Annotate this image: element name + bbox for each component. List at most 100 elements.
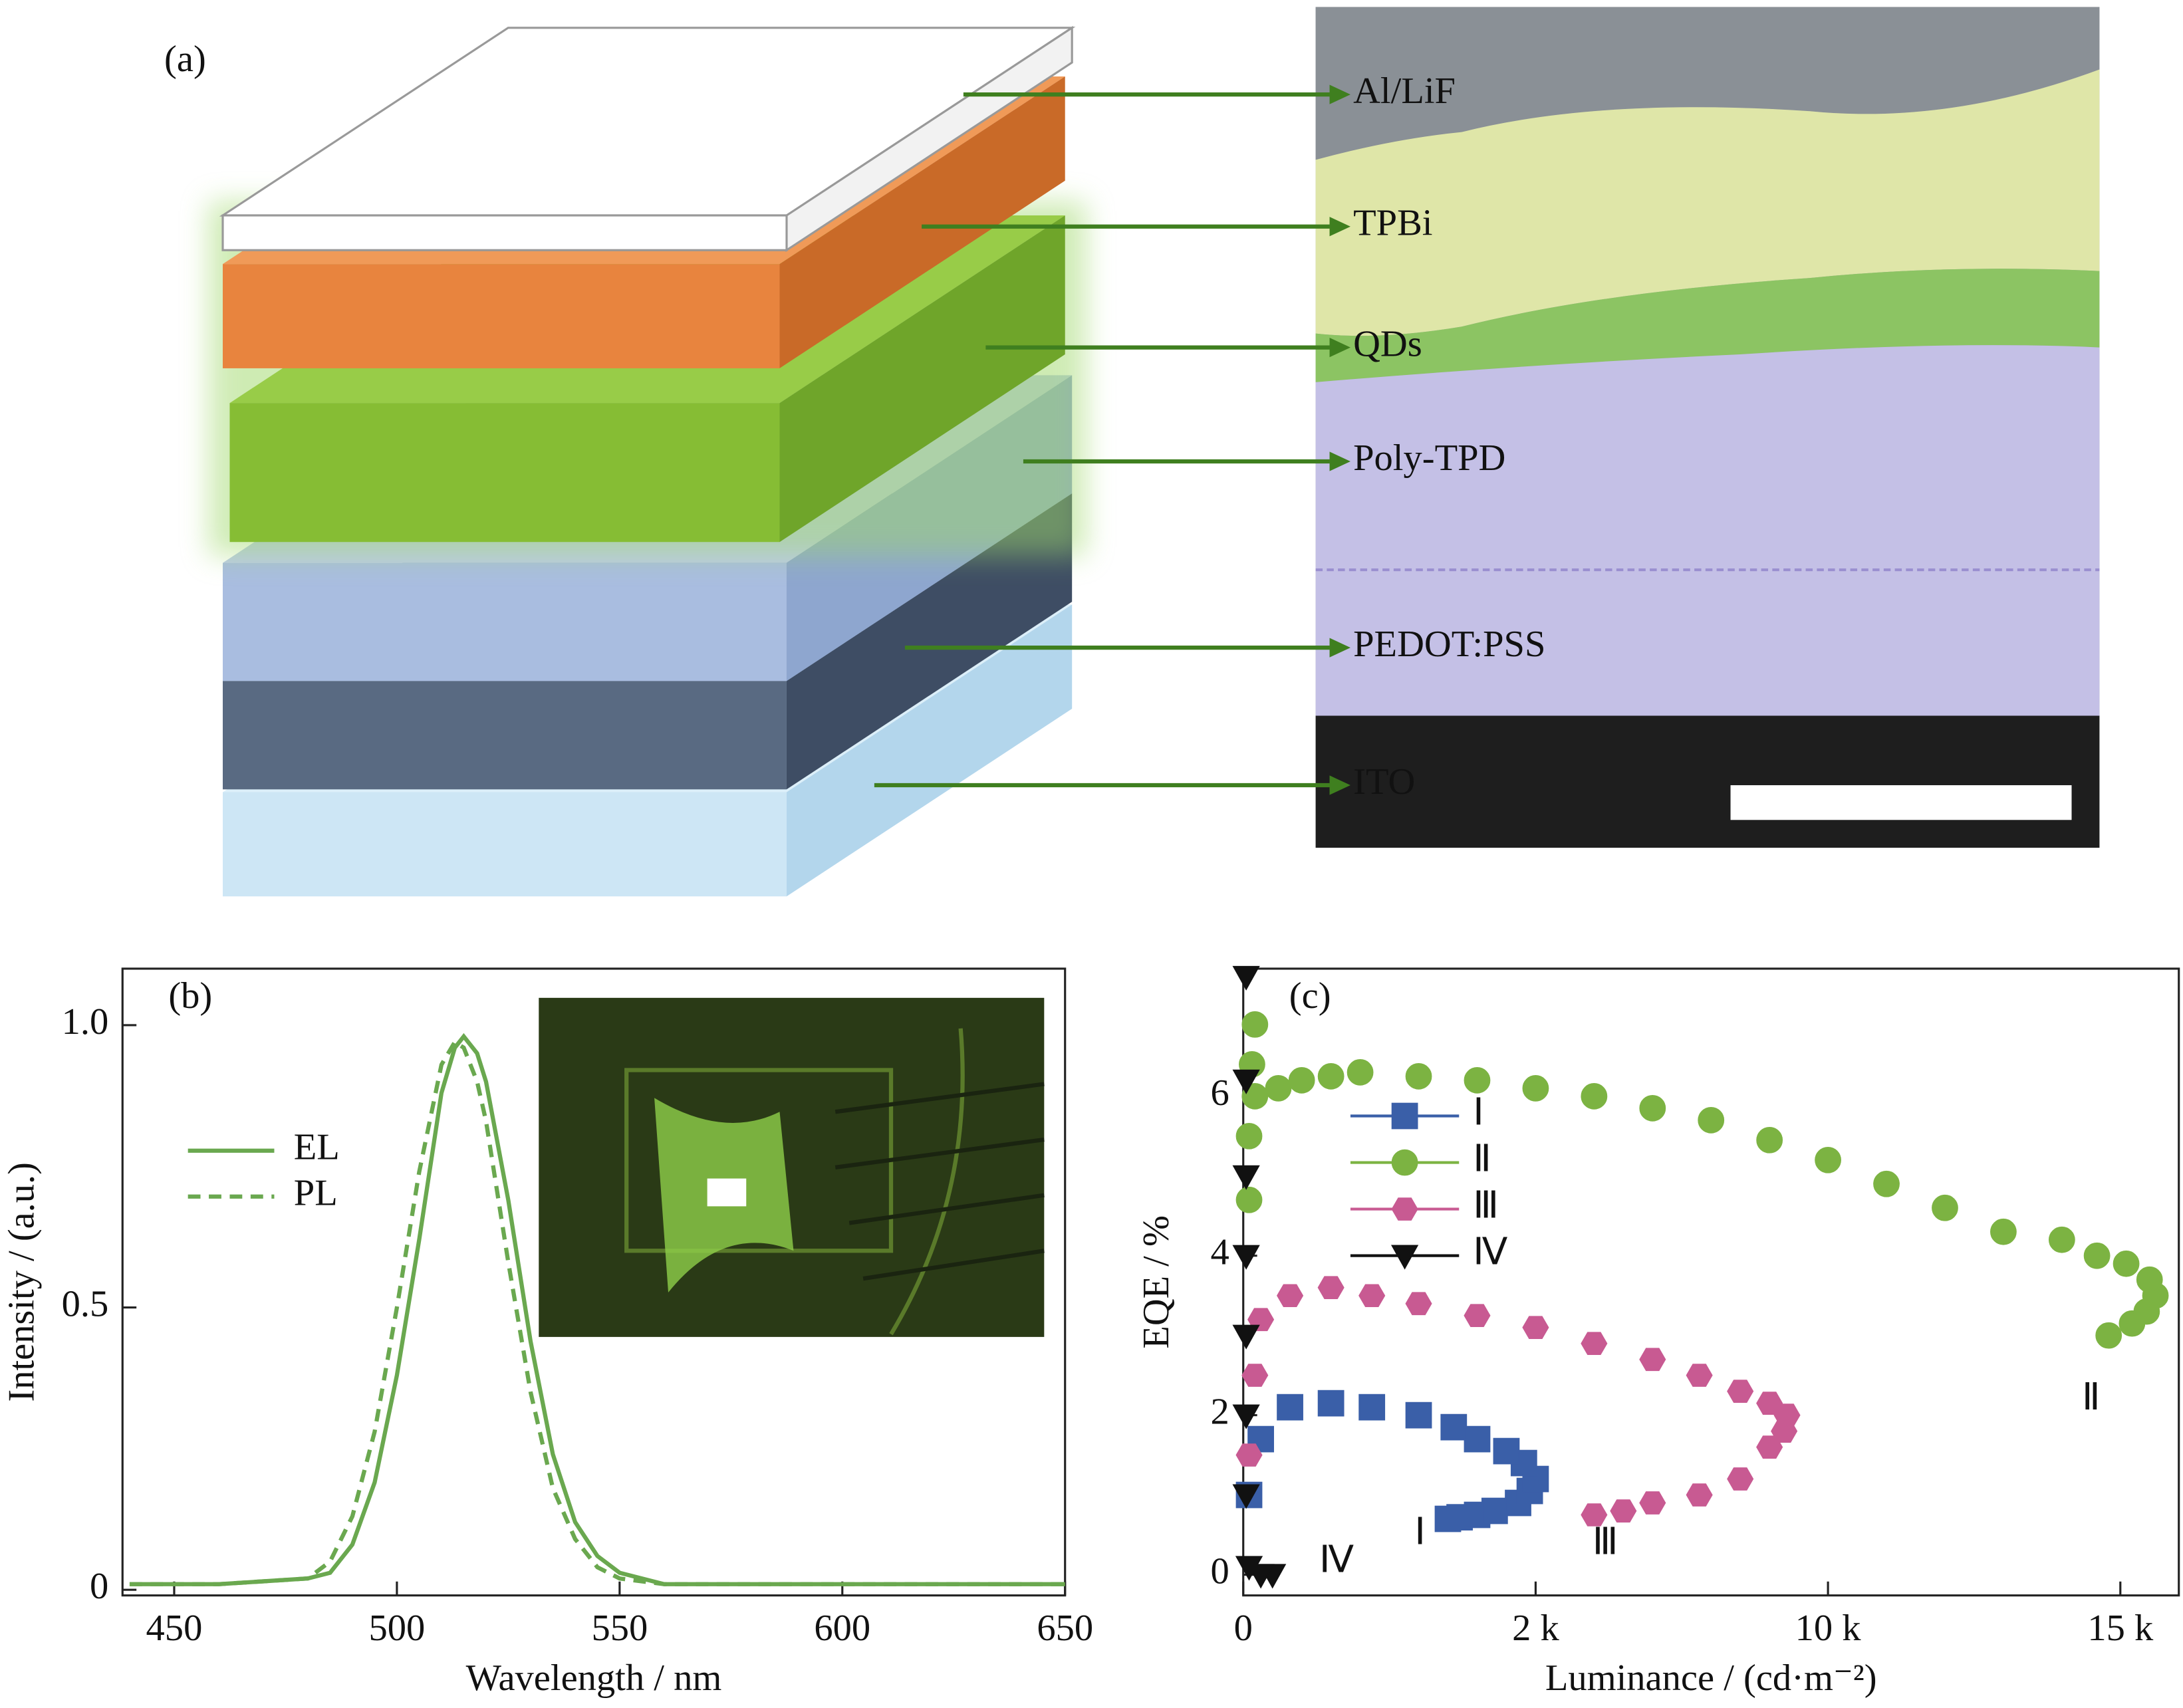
y-tick-label: 0 (1211, 1550, 1229, 1592)
arrow-head (1329, 337, 1350, 358)
marker (1265, 1075, 1292, 1102)
x-tick-label: 500 (369, 1608, 426, 1649)
x-tick-label: 650 (1037, 1608, 1093, 1649)
marker (1815, 1146, 1841, 1173)
marker (1277, 1284, 1304, 1307)
legend-label: Ⅳ (1473, 1232, 1507, 1273)
marker (1990, 1218, 2017, 1245)
layer-front (221, 214, 788, 251)
x-tick-label: 600 (814, 1608, 870, 1649)
legend-label: EL (294, 1127, 340, 1168)
arrow-head (1329, 217, 1350, 237)
marker (1232, 1069, 1260, 1094)
x-tick-label: 450 (146, 1608, 203, 1649)
marker (1232, 1484, 1260, 1509)
plot-frame (1242, 967, 2180, 1597)
series-line (129, 1038, 1065, 1586)
marker (1241, 1082, 1269, 1110)
marker (1639, 1348, 1666, 1372)
marker (2095, 1322, 2122, 1349)
marker (1232, 1165, 1260, 1190)
marker (1347, 1059, 1374, 1086)
arrows: Al/LiF TPBi QDs Poly-TPD PEDOT:PSS ITO (874, 70, 1545, 802)
marker (1241, 1011, 1269, 1038)
series-line (129, 1033, 1065, 1586)
layer-front (223, 792, 787, 897)
marker (1405, 1292, 1432, 1316)
layer-label: QDs (1353, 324, 1422, 365)
layer-front (229, 403, 780, 543)
layer-front (223, 681, 787, 790)
marker (1873, 1170, 1900, 1197)
layer-label: PEDOT:PSS (1353, 624, 1545, 665)
marker (1232, 1245, 1260, 1270)
marker (1581, 1503, 1608, 1526)
layer-label: Al/LiF (1353, 70, 1456, 112)
tem-ito-layer (1315, 715, 2100, 848)
layer-side (779, 215, 1065, 543)
legend-label: Ⅰ (1473, 1092, 1484, 1134)
marker (1493, 1437, 1520, 1465)
marker (1639, 1094, 1666, 1122)
x-axis-label: Luminance / (cd·m⁻²) (1545, 1657, 1877, 1699)
layer-side (786, 604, 1073, 897)
marker (1235, 1122, 1263, 1150)
marker (1317, 1390, 1345, 1417)
marker (1727, 1467, 1754, 1491)
y-tick-label: 6 (1211, 1072, 1229, 1114)
y-tick-label: 0.5 (62, 1284, 109, 1325)
inset-grid (835, 1082, 1045, 1281)
marker (1232, 965, 1260, 991)
y-tick-label: 4 (1211, 1232, 1229, 1273)
marker (1522, 1075, 1549, 1102)
marker (1686, 1364, 1713, 1387)
marker (1756, 1392, 1783, 1415)
marker (2083, 1242, 2111, 1269)
tem-al-layer (1315, 7, 2100, 160)
marker (1235, 1556, 1263, 1581)
y-axis-label: EQE / % (1136, 1215, 1177, 1349)
legend-label: Ⅲ (1473, 1185, 1499, 1227)
x-tick-label: 10 k (1795, 1608, 1862, 1649)
marker (1241, 1364, 1269, 1387)
legend-label: PL (294, 1173, 338, 1214)
layer-label: TPBi (1353, 203, 1432, 244)
tem-htl-layer (1315, 345, 2100, 716)
marker (1235, 1186, 1263, 1213)
x-tick-label: 15 k (2087, 1608, 2154, 1649)
inset-frame (624, 1068, 894, 1253)
panel-label: (a) (164, 39, 206, 80)
layer-side (779, 76, 1065, 368)
tem-tpbi-layer (1315, 69, 2100, 336)
inset-photo (539, 997, 1045, 1337)
marker (1727, 1380, 1754, 1403)
marker (1464, 1425, 1491, 1453)
marker (1773, 1403, 1801, 1427)
panel-label: (b) (168, 975, 212, 1017)
marker (1405, 1402, 1432, 1429)
marker (2113, 1250, 2140, 1277)
layer-side (786, 493, 1073, 790)
layer-stack (209, 25, 1087, 897)
marker (1581, 1082, 1608, 1110)
legend-label: Ⅱ (1473, 1139, 1491, 1180)
marker (1391, 1197, 1418, 1221)
layer-front (223, 562, 787, 681)
device-diagram: Al/LiF TPBi QDs Poly-TPD PEDOT:PSS ITO (a) (164, 7, 2100, 897)
layer-label: ITO (1353, 761, 1415, 802)
layer-front (223, 264, 780, 368)
inset-spot (707, 1178, 747, 1207)
marker (1358, 1394, 1386, 1421)
marker (2048, 1226, 2075, 1253)
marker (1232, 1404, 1260, 1429)
scale-bar (1730, 785, 2072, 820)
marker (1358, 1284, 1386, 1307)
marker (1932, 1194, 1958, 1221)
marker (1698, 1106, 1725, 1134)
plot-frame (121, 967, 1067, 1597)
marker (1464, 1304, 1491, 1328)
marker (1317, 1063, 1345, 1090)
marker (1391, 1149, 1418, 1176)
inset-photo-detail (624, 1028, 1045, 1336)
